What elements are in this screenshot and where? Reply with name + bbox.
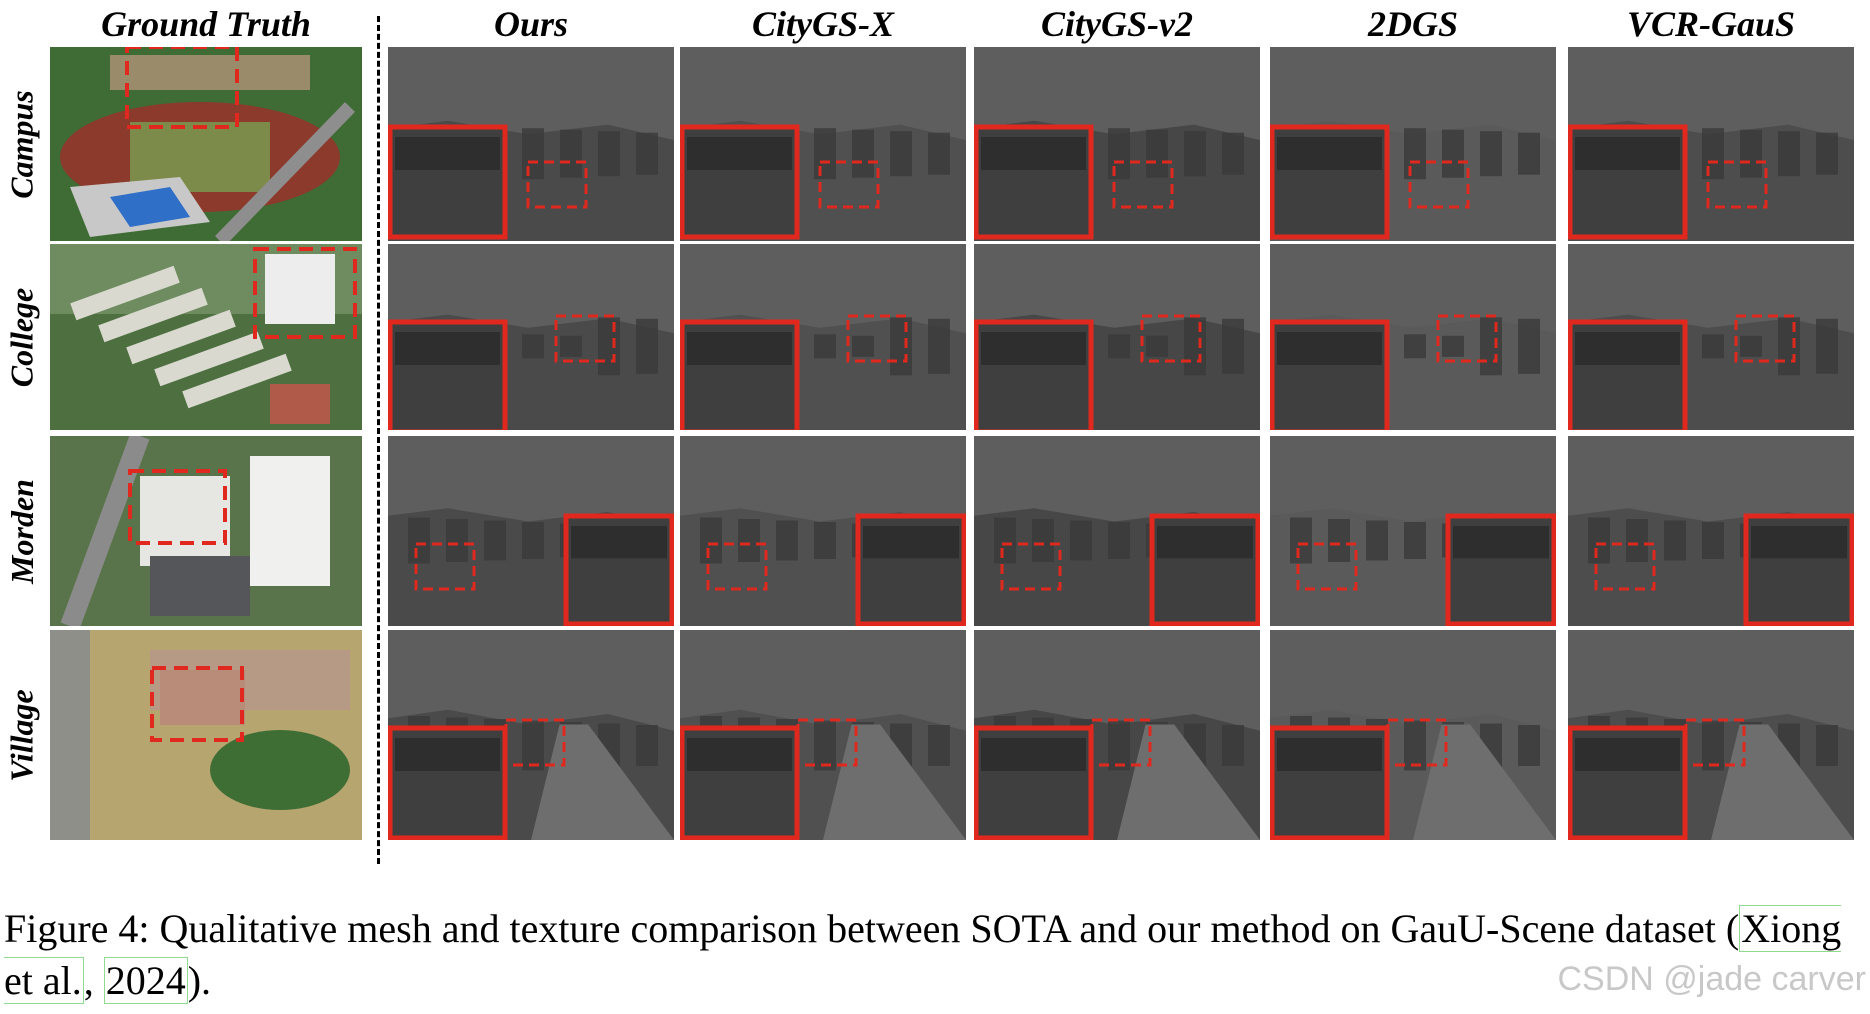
- render-citygs-x-campus: [680, 47, 966, 241]
- citation-author-link[interactable]: Xiong et al.: [4, 905, 1842, 1004]
- row-label-village: Village: [0, 630, 44, 840]
- row-label-text: Village: [3, 688, 40, 782]
- column-header-ground-truth: Ground Truth: [101, 4, 311, 44]
- render-citygs-x-college: [680, 244, 966, 430]
- render-citygs-v2-morden: [974, 436, 1260, 626]
- watermark: CSDN @jade carver: [1557, 960, 1867, 998]
- render-citygs-v2-college: [974, 244, 1260, 430]
- ground-truth-image-morden: [50, 436, 362, 626]
- column-header-citygs-x: CityGS-X: [751, 4, 894, 44]
- column-header-vcr-gaus: VCR-GauS: [1626, 4, 1796, 44]
- render-citygs-x-village: [680, 630, 966, 840]
- ground-truth-image-college: [50, 244, 362, 430]
- render-2dgs-campus: [1270, 47, 1556, 241]
- row-label-campus: Campus: [0, 47, 44, 241]
- ground-truth-image-village: [50, 630, 362, 840]
- column-header-2dgs: 2DGS: [1367, 4, 1459, 44]
- render-2dgs-college: [1270, 244, 1556, 430]
- render-vcr-gaus-morden: [1568, 436, 1854, 626]
- render-ours-college: [388, 244, 674, 430]
- render-citygs-v2-village: [974, 630, 1260, 840]
- caption-separator: ,: [83, 958, 104, 1003]
- column-header-citygs-v2: CityGS-v2: [1041, 4, 1193, 44]
- figure-caption: Figure 4: Qualitative mesh and texture c…: [4, 903, 1866, 1007]
- column-divider: [377, 16, 380, 864]
- caption-text: Figure 4: Qualitative mesh and texture c…: [4, 906, 1740, 951]
- row-label-text: Morden: [3, 478, 40, 584]
- render-ours-campus: [388, 47, 674, 241]
- row-label-college: College: [0, 244, 44, 430]
- row-label-text: Campus: [3, 89, 40, 199]
- ground-truth-image-campus: [50, 47, 362, 241]
- render-ours-morden: [388, 436, 674, 626]
- caption-suffix: ).: [187, 958, 212, 1003]
- render-vcr-gaus-campus: [1568, 47, 1854, 241]
- citation-year-link[interactable]: 2024: [103, 957, 188, 1004]
- render-2dgs-morden: [1270, 436, 1556, 626]
- render-vcr-gaus-college: [1568, 244, 1854, 430]
- render-ours-village: [388, 630, 674, 840]
- render-citygs-v2-campus: [974, 47, 1260, 241]
- row-label-morden: Morden: [0, 436, 44, 626]
- render-vcr-gaus-village: [1568, 630, 1854, 840]
- render-citygs-x-morden: [680, 436, 966, 626]
- column-header-ours: Ours: [493, 4, 569, 44]
- row-label-text: College: [3, 287, 40, 387]
- render-2dgs-village: [1270, 630, 1556, 840]
